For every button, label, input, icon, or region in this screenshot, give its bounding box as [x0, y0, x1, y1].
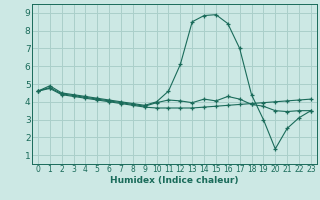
- X-axis label: Humidex (Indice chaleur): Humidex (Indice chaleur): [110, 176, 239, 185]
